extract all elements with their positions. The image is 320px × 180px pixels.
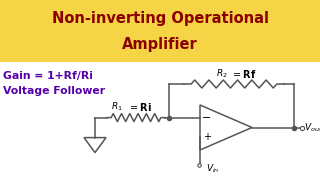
Text: Amplifier: Amplifier bbox=[122, 37, 198, 51]
Text: Gain = 1+Rf/Ri: Gain = 1+Rf/Ri bbox=[3, 71, 93, 81]
Text: $=\mathbf{Ri}$: $=\mathbf{Ri}$ bbox=[128, 101, 152, 113]
Text: $V_{out}$: $V_{out}$ bbox=[304, 121, 320, 134]
Text: $V_{in}$: $V_{in}$ bbox=[206, 163, 220, 175]
Text: Non-inverting Operational: Non-inverting Operational bbox=[52, 10, 268, 26]
Text: +: + bbox=[203, 132, 211, 142]
Text: $R_2$: $R_2$ bbox=[216, 68, 228, 80]
Text: Voltage Follower: Voltage Follower bbox=[3, 86, 105, 96]
Text: $=\mathbf{Rf}$: $=\mathbf{Rf}$ bbox=[231, 68, 257, 80]
Text: $R_1$: $R_1$ bbox=[111, 100, 123, 113]
Bar bbox=[0, 0, 320, 62]
Text: −: − bbox=[202, 113, 212, 123]
